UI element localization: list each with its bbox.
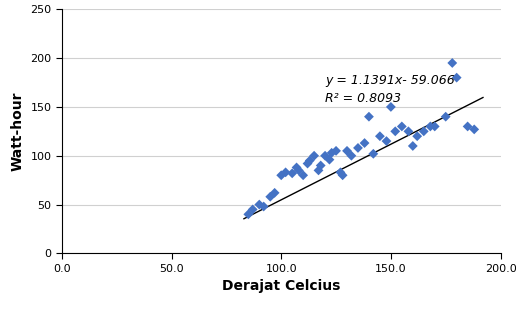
Point: [310, 153, 318, 158]
Point: [343, 148, 351, 153]
Point: [409, 143, 417, 148]
Point: [391, 129, 399, 134]
Point: [270, 190, 279, 195]
Point: [442, 114, 450, 119]
Point: [463, 124, 472, 129]
Point: [328, 150, 336, 155]
Point: [453, 75, 461, 80]
Point: [426, 124, 434, 129]
Point: [365, 114, 373, 119]
Point: [244, 212, 252, 217]
Point: [369, 151, 378, 156]
Point: [398, 124, 406, 129]
Point: [405, 129, 413, 134]
Point: [277, 173, 285, 178]
X-axis label: Derajat Celcius: Derajat Celcius: [222, 279, 341, 293]
Point: [413, 134, 422, 139]
Point: [249, 207, 257, 212]
Point: [314, 168, 322, 173]
Text: y = 1.1391x- 59.066: y = 1.1391x- 59.066: [325, 74, 455, 87]
Point: [305, 158, 314, 163]
Point: [470, 127, 478, 132]
Point: [260, 204, 268, 209]
Point: [420, 129, 428, 134]
Point: [317, 163, 325, 168]
Point: [325, 157, 333, 162]
Point: [347, 153, 356, 158]
Point: [382, 139, 391, 144]
Point: [376, 134, 384, 139]
Point: [332, 148, 340, 153]
Point: [293, 165, 301, 170]
Point: [266, 194, 275, 199]
Point: [336, 170, 345, 175]
Y-axis label: Watt-hour: Watt-hour: [11, 91, 25, 171]
Point: [282, 170, 290, 175]
Point: [448, 61, 456, 66]
Text: R² = 0.8093: R² = 0.8093: [325, 92, 401, 105]
Point: [387, 104, 395, 109]
Point: [354, 146, 362, 150]
Point: [295, 168, 303, 173]
Point: [430, 124, 439, 129]
Point: [338, 173, 347, 178]
Point: [255, 202, 264, 207]
Point: [321, 153, 329, 158]
Point: [303, 161, 312, 166]
Point: [299, 173, 308, 178]
Point: [288, 171, 296, 176]
Point: [360, 141, 368, 146]
